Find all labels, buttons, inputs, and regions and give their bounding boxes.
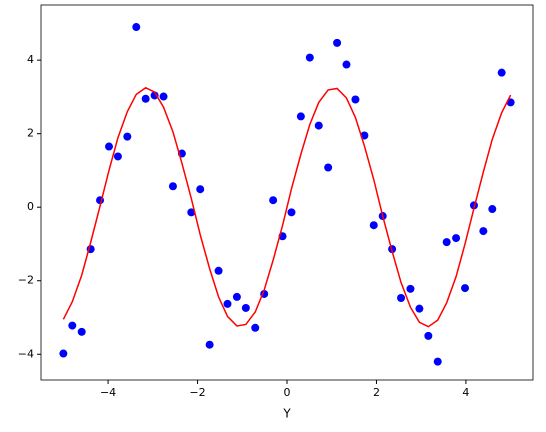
point — [305, 53, 314, 62]
point — [433, 357, 442, 366]
point — [241, 303, 250, 312]
x-tick-label: 2 — [373, 386, 380, 399]
y-tick-label: −4 — [18, 347, 34, 360]
y-tick-label: 0 — [27, 200, 34, 213]
point — [68, 321, 77, 330]
point — [406, 284, 415, 293]
y-tick-label: −2 — [18, 274, 34, 287]
point — [77, 327, 86, 336]
point — [168, 182, 177, 191]
line — [62, 86, 512, 328]
point — [324, 163, 333, 172]
x-tick-label: 4 — [462, 386, 469, 399]
point — [369, 221, 378, 230]
point — [296, 112, 305, 121]
point — [424, 331, 433, 340]
point — [461, 284, 470, 293]
point — [497, 68, 506, 77]
point — [415, 304, 424, 313]
x-tick-label: 0 — [284, 386, 291, 399]
point — [205, 340, 214, 349]
point — [251, 323, 260, 332]
point — [269, 196, 278, 205]
point — [287, 208, 296, 217]
point — [159, 92, 168, 101]
x-tick-label: −2 — [189, 386, 205, 399]
point — [214, 266, 223, 275]
point — [397, 294, 406, 303]
point — [104, 142, 113, 151]
point — [187, 208, 196, 217]
point — [452, 234, 461, 243]
y-tick-label: 2 — [27, 127, 34, 140]
point — [351, 95, 360, 104]
point — [342, 60, 351, 69]
point — [141, 94, 150, 103]
point — [333, 38, 342, 47]
point — [232, 292, 241, 301]
point — [442, 238, 451, 247]
point — [196, 185, 205, 194]
point — [113, 152, 122, 161]
x-tick-label: −4 — [100, 386, 116, 399]
x-axis-label: Y — [282, 407, 291, 421]
point — [488, 205, 497, 214]
point — [479, 227, 488, 236]
point — [132, 23, 141, 32]
point — [123, 132, 132, 141]
y-tick-label: 4 — [27, 53, 34, 66]
point — [314, 121, 323, 130]
point — [150, 91, 159, 100]
point — [223, 299, 232, 308]
plot-frame — [40, 4, 534, 381]
point — [59, 349, 68, 358]
